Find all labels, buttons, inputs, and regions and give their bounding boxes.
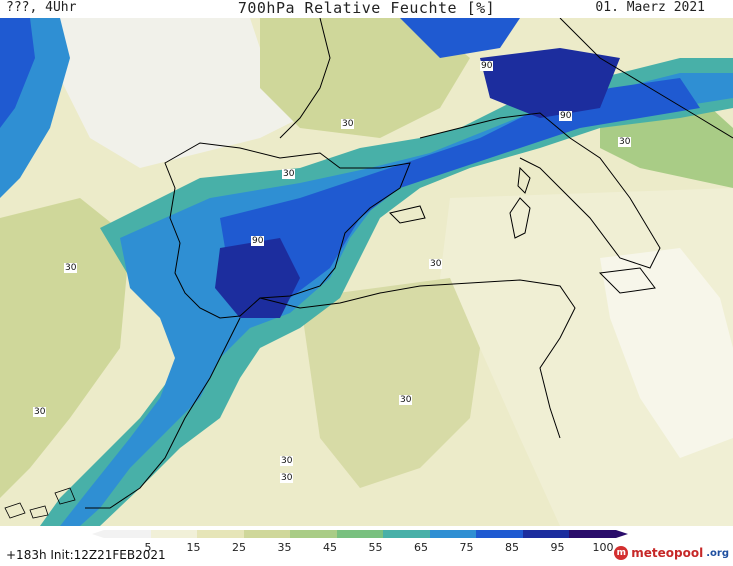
contour-label: 30 [64,263,78,273]
contour-label: 90 [251,236,265,246]
colorbar-segment [569,530,617,538]
valid-time-label: ???, 4Uhr [6,0,77,15]
colorbar-segment [197,530,244,538]
colorbar-max-arrow [616,530,628,538]
contour-label: 30 [282,169,296,179]
colorbar-segment [336,530,384,538]
contour-label: 30 [280,473,294,483]
colorbar-tick-label: 100 [592,541,614,554]
colorbar-segment [522,530,570,538]
colorbar-tick-label: 75 [459,541,474,554]
colorbar-segment [429,530,477,538]
contour-label: 90 [480,61,494,71]
contour-label: 90 [559,111,573,121]
colorbar-segment [243,530,291,538]
contour-label: 30 [280,456,294,466]
meteopool-logo-icon: m [614,546,629,560]
forecast-init-label: +183h Init:12Z21FEB2021 [6,548,166,562]
colorbar-tick-label: 15 [186,541,201,554]
colorbar-tick-label: 45 [323,541,337,554]
colorbar-tick-label: 5 [144,541,152,554]
map-title: 700hPa Relative Feuchte [%] [237,0,496,17]
contour-label: 30 [341,119,355,129]
colorbar-segment [104,530,151,538]
colorbar-tick-label: 95 [550,541,565,554]
colorbar-segment [150,530,198,538]
contour-label: 30 [618,137,632,147]
colorbar-tick-label: 25 [232,541,246,554]
colorbar-tick-label: 35 [277,541,292,554]
map-footer: 5 15 25 35 45 55 65 75 85 95 100 +183h Init:12Z21F… [0,526,733,566]
colorbar-segment [476,530,523,538]
map-header: ???, 4Uhr 700hPa Relative Feuchte [%] 01… [0,0,733,18]
colorbar-segment [383,530,430,538]
colorbar-tick-label: 55 [368,541,383,554]
meteopool-logo: m meteopool .org [614,546,729,560]
colorbar-segment [290,530,337,538]
colorbar-tick-label: 65 [414,541,428,554]
contour-label: 30 [429,259,443,269]
map-canvas [0,18,733,526]
colorbar-min-arrow [92,530,104,538]
logo-main-text: meteopool [631,546,704,560]
logo-tld-text: .org [706,547,729,559]
colorbar [104,530,617,538]
contour-label: 30 [399,395,413,405]
valid-date-label: 01. Maerz 2021 [595,0,705,15]
contour-label: 30 [33,407,47,417]
colorbar-tick-label: 85 [505,541,519,554]
humidity-map: 90 90 30 30 90 30 30 30 30 30 30 30 [0,18,733,526]
